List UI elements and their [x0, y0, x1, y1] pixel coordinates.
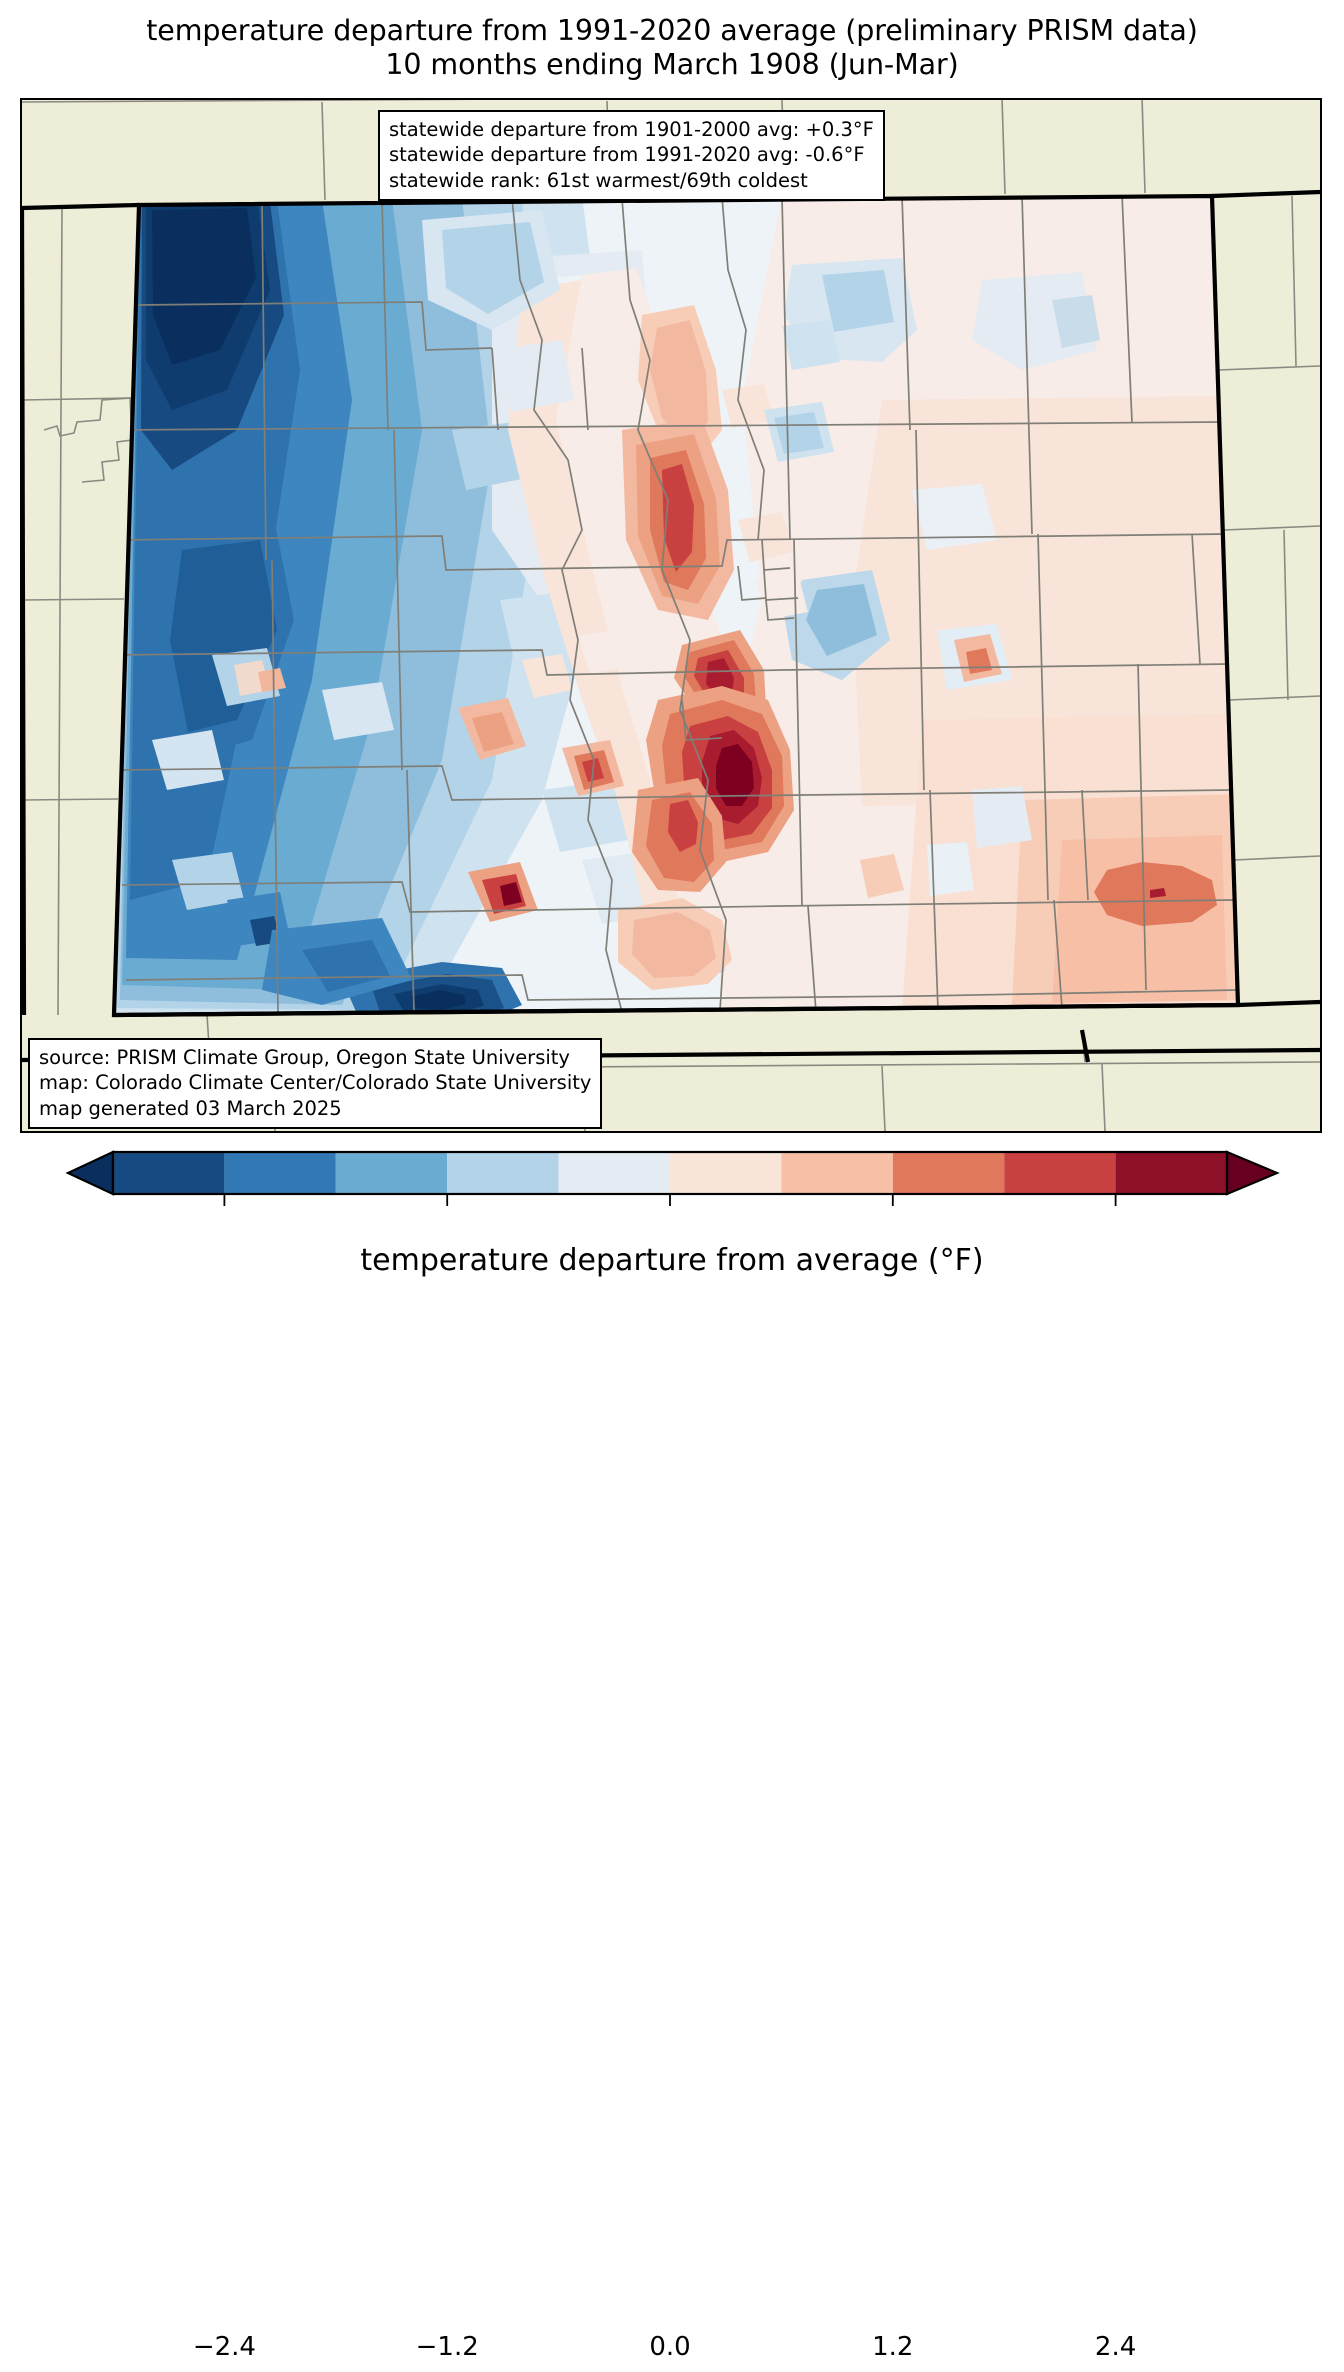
colorbar-swatches [65, 1150, 1280, 1206]
title-line-1: temperature departure from 1991-2020 ave… [146, 14, 1198, 47]
stats-line-2: statewide departure from 1991-2020 avg: … [389, 143, 865, 167]
colorbar-band-7 [892, 1152, 1005, 1194]
colorbar-band-0 [113, 1152, 225, 1194]
map-canvas [20, 98, 1322, 1133]
colorbar-over-arrow [1225, 1150, 1280, 1196]
colorbar-band-5 [670, 1152, 782, 1194]
colorbar-band-3 [447, 1152, 559, 1194]
colorbar-band-group [65, 1150, 1280, 1196]
page-title: temperature departure from 1991-2020 ave… [0, 14, 1344, 81]
colorbar-tick-label-2: 0.0 [649, 2332, 691, 2362]
source-line-1: source: PRISM Climate Group, Oregon Stat… [39, 1046, 570, 1069]
statewide-stats-box: statewide departure from 1901-2000 avg: … [378, 110, 885, 202]
colorbar-band-2 [335, 1152, 448, 1194]
colorbar-tick-label-4: 2.4 [1094, 2332, 1137, 2362]
colorbar-tick-labels: −2.4 −1.2 0.0 1.2 2.4 [0, 2332, 1344, 2372]
anomaly-map [22, 100, 1320, 1131]
colorbar-under-arrow [65, 1150, 115, 1196]
colorbar-tick-label-0: −2.4 [192, 2332, 256, 2362]
colorbar-tick-label-1: −1.2 [415, 2332, 479, 2362]
colorbar-band-6 [781, 1152, 893, 1194]
colorbar-axis-label: temperature departure from average (°F) [360, 1243, 984, 1278]
anomaly-field [114, 196, 1238, 1015]
stats-line-1: statewide departure from 1901-2000 avg: … [389, 118, 874, 141]
colorbar-tick-marks [223, 1194, 1117, 1206]
colorado-county-lines [114, 196, 1238, 1015]
colorbar-band-9 [1115, 1152, 1227, 1194]
colorbar-band-8 [1004, 1152, 1116, 1194]
title-line-2: 10 months ending March 1908 (Jun-Mar) [385, 47, 959, 81]
colorbar-band-1 [224, 1152, 336, 1194]
source-line-3: map generated 03 March 2025 [39, 1096, 342, 1120]
stats-line-3: statewide rank: 61st warmest/69th coldes… [389, 168, 808, 192]
source-credit-box: source: PRISM Climate Group, Oregon Stat… [28, 1038, 603, 1130]
source-line-2: map: Colorado Climate Center/Colorado St… [39, 1071, 592, 1095]
colorbar-band-4 [558, 1152, 670, 1194]
colorbar-tick-label-3: 1.2 [872, 2332, 914, 2362]
